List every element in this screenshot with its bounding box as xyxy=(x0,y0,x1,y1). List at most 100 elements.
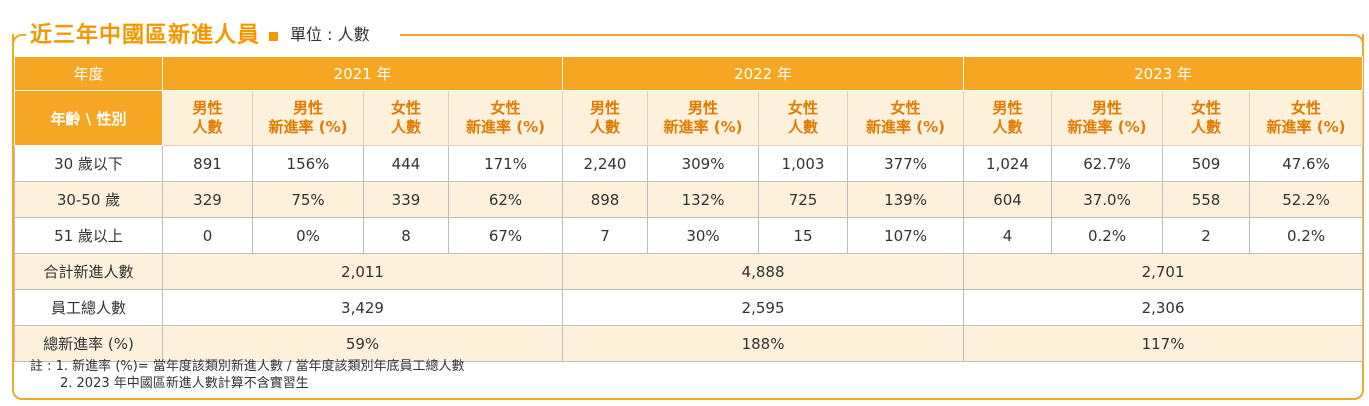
row-label: 30-50 歲 xyxy=(14,181,163,218)
unit-label: 單位 : 人數 xyxy=(290,25,370,44)
table-cell: 4 xyxy=(963,217,1053,254)
table-cell: 7 xyxy=(562,217,649,254)
column-header: 男性 人數 xyxy=(963,90,1053,146)
table-cell: 132% xyxy=(647,181,760,218)
table-cell: 1,003 xyxy=(758,145,849,182)
table-cell: 139% xyxy=(847,181,965,218)
summary-cell: 59% xyxy=(161,325,564,362)
table-cell: 0.2% xyxy=(1051,217,1164,254)
table-cell: 15 xyxy=(758,217,849,254)
column-header-line: 男性 xyxy=(292,99,323,117)
table-cell: 891 xyxy=(162,145,253,182)
column-header-line: 女性 xyxy=(1291,99,1322,117)
summary-row: 合計新進人數 2,011 4,888 2,701 xyxy=(14,253,1364,290)
column-header-line: 人數 xyxy=(992,118,1023,136)
column-header: 女性 新進率 (%) xyxy=(1249,90,1364,146)
table-cell: 75% xyxy=(252,181,364,218)
new-hires-table: 年度 2021 年 2022 年 2023 年 年齡 \ 性別 男性 人數 男性 新進… xyxy=(14,56,1364,362)
column-header-line: 新進率 (%) xyxy=(466,118,545,136)
column-header-line: 男性 xyxy=(1092,99,1123,117)
column-header-line: 新進率 (%) xyxy=(1266,118,1346,136)
title-rule xyxy=(400,34,1346,36)
row-label: 合計新進人數 xyxy=(14,253,163,290)
column-header-line: 人數 xyxy=(590,118,621,136)
table-cell: 0.2% xyxy=(1249,217,1364,254)
year-header: 2021 年 xyxy=(161,56,564,91)
title-bar: 近三年中國區新進人員 單位 : 人數 xyxy=(30,18,376,48)
year-header: 2022 年 xyxy=(562,56,965,91)
column-header: 女性 人數 xyxy=(1162,90,1251,146)
column-header-line: 新進率 (%) xyxy=(663,118,743,136)
row-label: 51 歲以上 xyxy=(14,217,163,254)
column-header-line: 女性 xyxy=(390,99,421,117)
summary-row: 總新進率 (%) 59% 188% 117% xyxy=(14,325,1364,362)
frame-corner-left xyxy=(12,34,26,48)
row-label: 總新進率 (%) xyxy=(14,325,163,362)
column-header-line: 人數 xyxy=(192,118,223,136)
footnote-line: 註 : 1. 新進率 (%)= 當年度該類別新進人數 / 當年度該類別年底員工總… xyxy=(30,359,465,374)
year-header: 2023 年 xyxy=(963,56,1364,91)
summary-cell: 3,429 xyxy=(161,289,564,326)
column-header: 男性 人數 xyxy=(162,90,253,146)
summary-cell: 117% xyxy=(963,325,1364,362)
table-cell: 558 xyxy=(1162,181,1251,218)
page-title: 近三年中國區新進人員 xyxy=(30,23,261,48)
column-header-line: 男性 xyxy=(590,99,621,117)
table-cell: 725 xyxy=(758,181,849,218)
column-header-line: 人數 xyxy=(788,118,819,136)
corner-age-gender-label: 年齡 \ 性別 xyxy=(14,90,163,146)
column-header: 男性 新進率 (%) xyxy=(252,90,364,146)
table-cell: 1,024 xyxy=(963,145,1053,182)
column-header-row: 年齡 \ 性別 男性 人數 男性 新進率 (%) 女性 人數 女性 新進率 (%) 男性 人數 男性… xyxy=(14,90,1364,146)
table-row: 30-50 歲 329 75% 339 62% 898 132% 725 139% 604 37.0… xyxy=(14,181,1364,218)
year-header-row: 年度 2021 年 2022 年 2023 年 xyxy=(14,56,1364,91)
column-header: 女性 新進率 (%) xyxy=(847,90,965,146)
column-header: 女性 新進率 (%) xyxy=(447,90,564,146)
table-cell: 898 xyxy=(562,181,649,218)
table-cell: 156% xyxy=(252,145,364,182)
column-header-line: 新進率 (%) xyxy=(268,118,348,136)
table-cell: 0% xyxy=(252,217,364,254)
table-cell: 37.0% xyxy=(1051,181,1164,218)
table-cell: 339 xyxy=(363,181,449,218)
table-cell: 8 xyxy=(363,217,449,254)
summary-cell: 2,595 xyxy=(562,289,965,326)
summary-cell: 2,011 xyxy=(161,253,564,290)
column-header-line: 新進率 (%) xyxy=(866,118,945,136)
table-cell: 509 xyxy=(1162,145,1251,182)
row-label: 員工總人數 xyxy=(14,289,163,326)
column-header: 男性 新進率 (%) xyxy=(647,90,760,146)
table-cell: 444 xyxy=(363,145,449,182)
frame-corner-right xyxy=(1340,34,1364,52)
table-cell: 67% xyxy=(447,217,564,254)
column-header-line: 男性 xyxy=(192,99,223,117)
square-bullet-icon xyxy=(269,31,279,41)
column-header-line: 女性 xyxy=(490,99,521,117)
summary-cell: 2,306 xyxy=(963,289,1364,326)
table-cell: 62% xyxy=(447,181,564,218)
table-cell: 47.6% xyxy=(1249,145,1364,182)
column-header: 女性 人數 xyxy=(363,90,449,146)
column-header-line: 男性 xyxy=(992,99,1023,117)
column-header-line: 人數 xyxy=(1191,118,1222,136)
summary-cell: 188% xyxy=(562,325,965,362)
column-header-line: 女性 xyxy=(1191,99,1222,117)
summary-row: 員工總人數 3,429 2,595 2,306 xyxy=(14,289,1364,326)
row-label: 30 歲以下 xyxy=(14,145,163,182)
table-cell: 52.2% xyxy=(1249,181,1364,218)
column-header-line: 女性 xyxy=(788,99,819,117)
table-frame xyxy=(12,34,1364,400)
column-header: 男性 人數 xyxy=(562,90,649,146)
column-header: 女性 人數 xyxy=(758,90,849,146)
table-cell: 2,240 xyxy=(562,145,649,182)
table-row: 30 歲以下 891 156% 444 171% 2,240 309% 1,003 377% 1,… xyxy=(14,145,1364,182)
summary-cell: 4,888 xyxy=(562,253,965,290)
corner-year-label: 年度 xyxy=(14,56,163,91)
table-cell: 2 xyxy=(1162,217,1251,254)
table-cell: 377% xyxy=(847,145,965,182)
table-cell: 62.7% xyxy=(1051,145,1164,182)
table-body: 30 歲以下 891 156% 444 171% 2,240 309% 1,003 377% 1,… xyxy=(14,145,1364,362)
table-cell: 30% xyxy=(647,217,760,254)
table-cell: 0 xyxy=(162,217,253,254)
footnote: 註 : 1. 新進率 (%)= 當年度該類別新進人數 / 當年度該類別年底員工總… xyxy=(30,358,464,392)
